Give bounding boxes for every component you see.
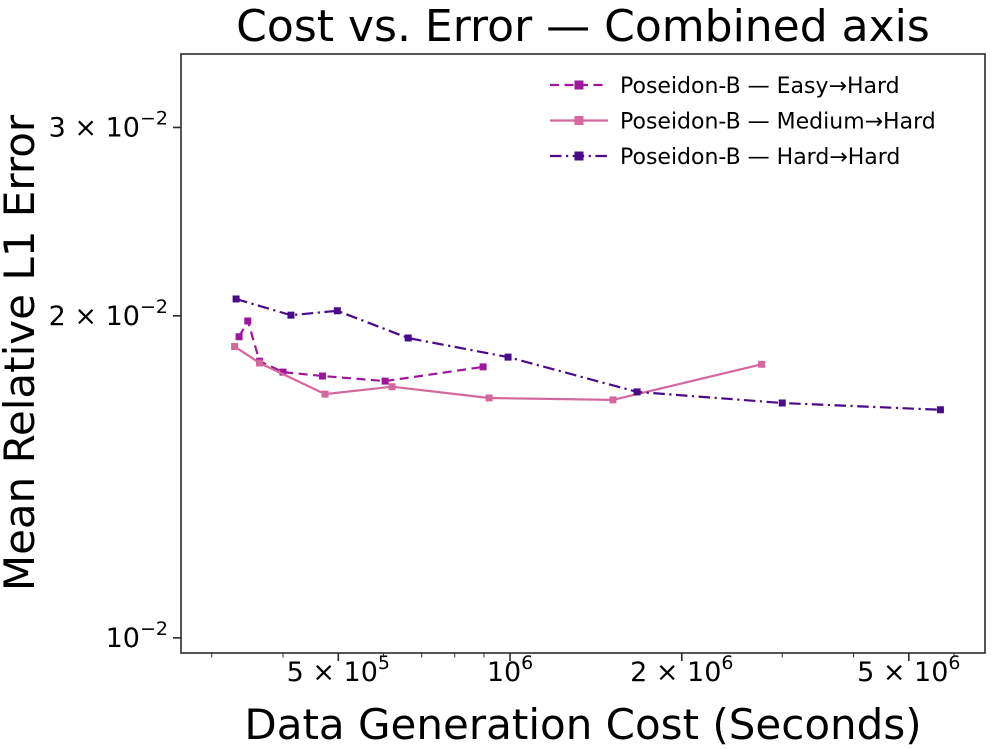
data-point-marker [235, 333, 243, 341]
data-point-marker [633, 388, 641, 396]
legend-entry-medium-to-hard: Poseidon-B — Medium→Hard [550, 110, 936, 135]
data-point-marker [321, 390, 329, 398]
legend-marker [574, 80, 584, 90]
y-tick-label: 10−2 [106, 618, 168, 654]
x-tick-label: 106 [487, 652, 533, 688]
chart-title: Cost vs. Error — Combined axis [236, 1, 930, 52]
series-layer [231, 295, 944, 414]
data-point-marker [388, 383, 396, 391]
series-hard-to-hard [232, 295, 944, 414]
data-point-marker [232, 295, 240, 303]
y-tick-label: 2 × 10−2 [49, 296, 168, 332]
legend: Poseidon-B — Easy→Hard Poseidon-B — Mediu… [550, 74, 936, 170]
data-point-marker [479, 363, 487, 371]
data-point-marker [485, 394, 493, 402]
legend-label: Poseidon-B — Medium→Hard [620, 110, 936, 135]
x-axis-label: Data Generation Cost (Seconds) [244, 700, 921, 749]
series-line-easy-to-hard [238, 318, 484, 383]
legend-marker [574, 151, 584, 161]
x-tick-label: 5 × 106 [857, 652, 960, 688]
data-point-marker [504, 353, 512, 361]
legend-marker [574, 116, 584, 125]
data-point-marker [936, 406, 944, 414]
data-point-marker [244, 317, 252, 325]
data-point-marker [758, 360, 766, 368]
plot-border [180, 53, 986, 654]
x-tick-label: 2 × 106 [630, 652, 733, 688]
data-point-marker [287, 311, 295, 319]
y-tick-label: 3 × 10−2 [49, 107, 168, 143]
series-line-medium-to-hard [233, 345, 762, 402]
data-point-marker [778, 399, 786, 407]
legend-label: Poseidon-B — Hard→Hard [620, 145, 900, 170]
data-point-marker [318, 372, 326, 380]
y-axis-label: Mean Relative L1 Error [0, 114, 44, 591]
x-tick-label: 5 × 105 [287, 652, 390, 688]
data-point-marker [609, 396, 617, 404]
series-line-hard-to-hard [235, 297, 941, 411]
data-point-marker [231, 343, 239, 351]
legend-entry-easy-to-hard: Poseidon-B — Easy→Hard [550, 74, 900, 99]
data-point-marker [256, 359, 264, 367]
legend-entry-hard-to-hard: Poseidon-B — Hard→Hard [550, 145, 900, 170]
data-point-marker [381, 377, 389, 385]
data-point-marker [279, 368, 287, 376]
data-point-marker [333, 307, 341, 315]
series-medium-to-hard [231, 343, 766, 404]
data-point-marker [404, 334, 412, 342]
series-easy-to-hard [235, 317, 487, 385]
legend-label: Poseidon-B — Easy→Hard [620, 74, 900, 99]
